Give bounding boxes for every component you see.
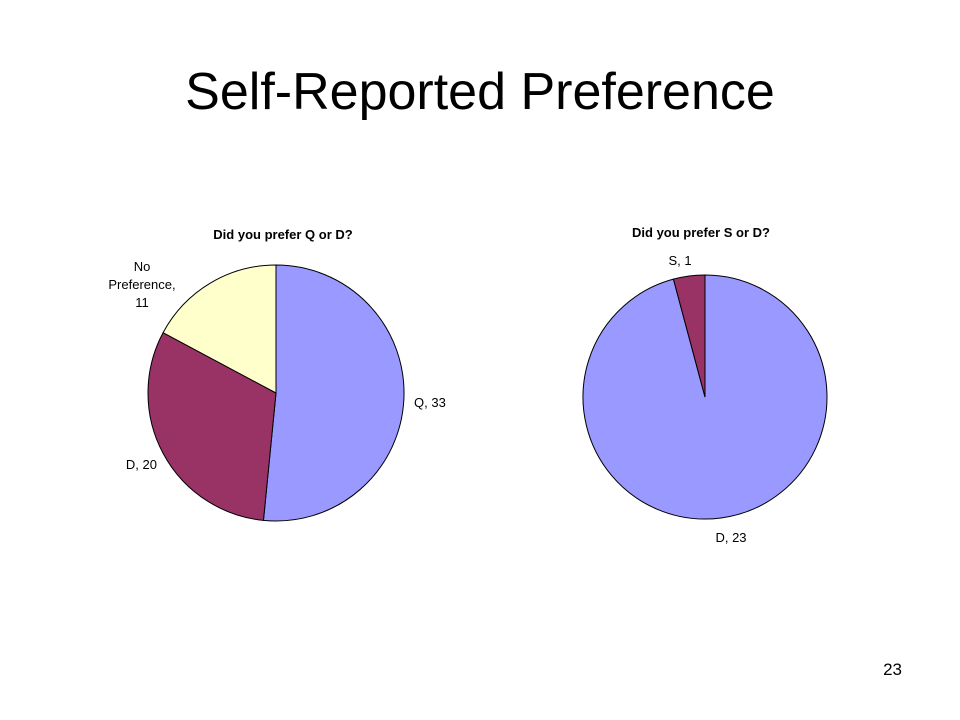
slice-label-d: D, 20 <box>126 457 157 472</box>
slice-label-line: D, 23 <box>715 530 746 545</box>
pie-slice-s <box>672 274 706 398</box>
pie-chart-s-or-d: Did you prefer S or D? D, 23 S, 1 <box>582 225 828 545</box>
slice-label-q: Q, 33 <box>414 395 446 410</box>
slice-label-no-preference: No Preference, 11 <box>108 259 175 310</box>
slice-label-d: D, 23 <box>715 530 746 545</box>
pie-chart-q-or-d: Did you prefer Q or D? Q, 33 D, 20 No Prefe… <box>108 227 446 522</box>
slice-label-line: S, 1 <box>668 253 691 268</box>
pie-slices <box>147 264 405 522</box>
slice-label-line: No <box>134 259 151 274</box>
slide-title: Self-Reported Preference <box>185 63 775 121</box>
page-number: 23 <box>883 660 902 679</box>
pie-slices <box>582 274 828 520</box>
chart-title: Did you prefer Q or D? <box>213 227 352 242</box>
slice-label-line: 11 <box>135 295 149 310</box>
pie-slice-q <box>262 264 405 522</box>
pie-labels: Q, 33 D, 20 No Preference, 11 <box>108 259 445 472</box>
slice-label-line: D, 20 <box>126 457 157 472</box>
chart-title: Did you prefer S or D? <box>632 225 770 240</box>
slice-label-s: S, 1 <box>668 253 691 268</box>
slice-label-line: Q, 33 <box>414 395 446 410</box>
pie-slice-d <box>147 331 277 521</box>
pie-labels: D, 23 S, 1 <box>668 253 746 545</box>
slice-label-line: Preference, <box>108 277 175 292</box>
pie-slice-no-preference <box>162 264 277 394</box>
